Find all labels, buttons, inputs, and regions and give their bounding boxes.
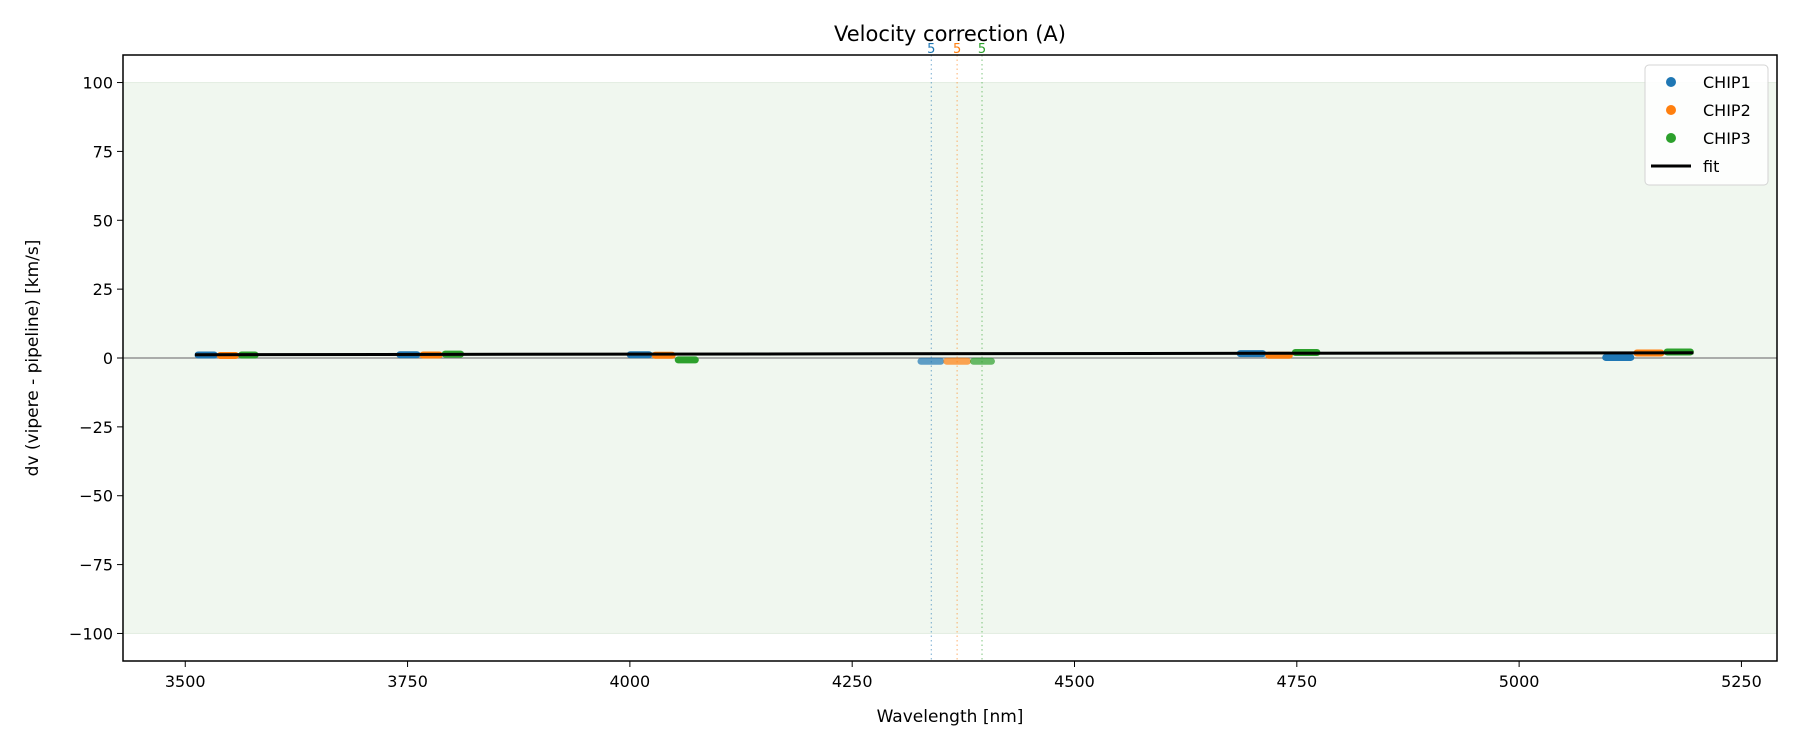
y-tick-label: −75 <box>79 556 113 575</box>
legend-marker-chip2 <box>1666 105 1676 115</box>
legend-label: fit <box>1703 157 1719 176</box>
legend-box <box>1644 64 1769 186</box>
marker-label: 5 <box>978 42 986 57</box>
x-tick-label: 5000 <box>1499 672 1540 691</box>
y-tick-label: 0 <box>103 349 113 368</box>
marker-label: 5 <box>927 42 935 57</box>
y-axis-label: dv (vipere - pipeline) [km/s] <box>23 240 43 477</box>
y-tick-label: 50 <box>93 211 113 230</box>
legend-marker-chip1 <box>1666 77 1676 87</box>
x-tick-label: 4500 <box>1054 672 1095 691</box>
x-tick-label: 3750 <box>387 672 428 691</box>
x-tick-label: 4000 <box>610 672 651 691</box>
chart-title: Velocity correction (A) <box>834 22 1066 46</box>
y-tick-label: −25 <box>79 418 113 437</box>
x-axis-label: Wavelength [nm] <box>877 707 1024 727</box>
x-tick-label: 4750 <box>1276 672 1317 691</box>
legend-label: CHIP2 <box>1703 101 1751 120</box>
marker-label: 5 <box>953 42 961 57</box>
legend-label: CHIP3 <box>1703 129 1751 148</box>
x-tick-label: 4250 <box>832 672 873 691</box>
fit-line <box>195 351 1694 357</box>
y-tick-label: 100 <box>82 74 113 93</box>
legend-label: CHIP1 <box>1703 73 1751 92</box>
plot-area: 5 5 5 3500 3750 4000 4250 4500 4750 5000 5250 100 75… <box>69 42 1778 691</box>
legend-marker-chip3 <box>1666 133 1676 143</box>
y-tick-label: 75 <box>93 142 113 161</box>
x-tick-label: 3500 <box>165 672 206 691</box>
y-tick-label: −100 <box>69 624 113 643</box>
y-tick-label: −50 <box>79 487 113 506</box>
legend: CHIP1 CHIP2 CHIP3 fit <box>1644 64 1769 186</box>
y-tick-label: 25 <box>93 280 113 299</box>
x-tick-label: 5250 <box>1721 672 1762 691</box>
